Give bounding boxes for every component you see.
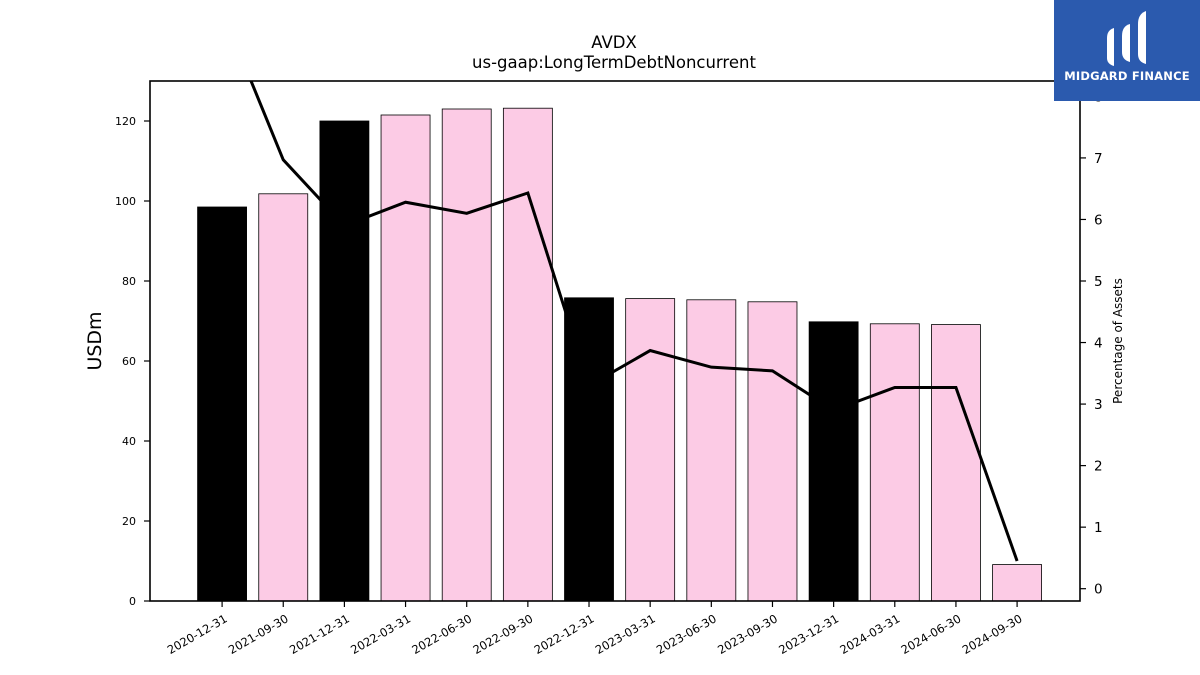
bar-2024-09-30 bbox=[992, 564, 1042, 602]
bar-2021-09-30 bbox=[258, 193, 309, 602]
bar-2023-09-30 bbox=[747, 301, 798, 602]
y-tick-label: 40 bbox=[122, 435, 136, 448]
x-tick-label: 2023-09-30 bbox=[715, 611, 780, 657]
midgard-finance-logo: MIDGARD FINANCE bbox=[1054, 0, 1200, 101]
line-group bbox=[249, 81, 1019, 562]
plot-frame bbox=[149, 80, 1081, 602]
bar-2023-12-31 bbox=[808, 321, 859, 602]
y-tick-label: 120 bbox=[115, 115, 136, 128]
chart-title: AVDX bbox=[591, 33, 637, 52]
y2-axis-label: Percentage of Assets bbox=[1111, 278, 1125, 404]
x-tick-label: 2024-03-31 bbox=[837, 611, 902, 657]
y-axis-label: USDm bbox=[84, 311, 106, 370]
y2-tick-label: 5 bbox=[1094, 274, 1103, 290]
bar-2022-09-30 bbox=[502, 107, 553, 602]
y-tick-label: 0 bbox=[129, 595, 136, 608]
y-tick-label: 60 bbox=[122, 355, 136, 368]
y-tick-label: 100 bbox=[115, 195, 136, 208]
y2-tick-label: 4 bbox=[1094, 336, 1103, 352]
x-tick-label: 2023-06-30 bbox=[654, 611, 719, 657]
x-tick-label: 2022-06-30 bbox=[409, 611, 474, 657]
bars-group bbox=[197, 107, 1042, 602]
x-tick-label: 2021-09-30 bbox=[226, 611, 291, 657]
y2-tick-label: 6 bbox=[1094, 212, 1103, 228]
x-tick-label: 2022-03-31 bbox=[348, 611, 413, 657]
x-tick-label: 2020-12-31 bbox=[165, 611, 230, 657]
logo-text: MIDGARD FINANCE bbox=[1064, 69, 1190, 83]
x-tick-label: 2024-06-30 bbox=[899, 611, 964, 657]
x-tick-label: 2022-09-30 bbox=[470, 611, 535, 657]
y2-tick-label: 1 bbox=[1094, 520, 1103, 536]
bar-2022-06-30 bbox=[441, 108, 492, 602]
x-tick-label: 2023-12-31 bbox=[776, 611, 841, 657]
x-tick-label: 2021-12-31 bbox=[287, 611, 352, 657]
bar-2024-03-31 bbox=[869, 323, 920, 602]
bar-2021-12-31 bbox=[319, 120, 370, 602]
bar-2023-03-31 bbox=[625, 298, 676, 602]
bar-2020-12-31 bbox=[197, 206, 247, 602]
bar-2022-12-31 bbox=[564, 297, 614, 602]
percentage-of-assets-line bbox=[249, 81, 1019, 562]
chart-subtitle: us-gaap:LongTermDebtNoncurrent bbox=[472, 53, 756, 72]
y2-tick-label: 3 bbox=[1094, 397, 1103, 413]
y2-tick-label: 0 bbox=[1094, 582, 1103, 598]
bar-2024-06-30 bbox=[931, 324, 981, 602]
x-tick-label: 2023-03-31 bbox=[593, 611, 658, 657]
bar-2023-06-30 bbox=[686, 299, 737, 602]
y-tick-label: 80 bbox=[122, 275, 136, 288]
y2-tick-label: 2 bbox=[1094, 459, 1103, 475]
y2-tick-label: 7 bbox=[1094, 151, 1103, 167]
y-tick-label: 20 bbox=[122, 515, 136, 528]
x-tick-label: 2022-12-31 bbox=[532, 611, 597, 657]
logo-mark-icon bbox=[1107, 11, 1146, 66]
bar-2022-03-31 bbox=[380, 114, 431, 602]
x-tick-label: 2024-09-30 bbox=[960, 611, 1025, 657]
